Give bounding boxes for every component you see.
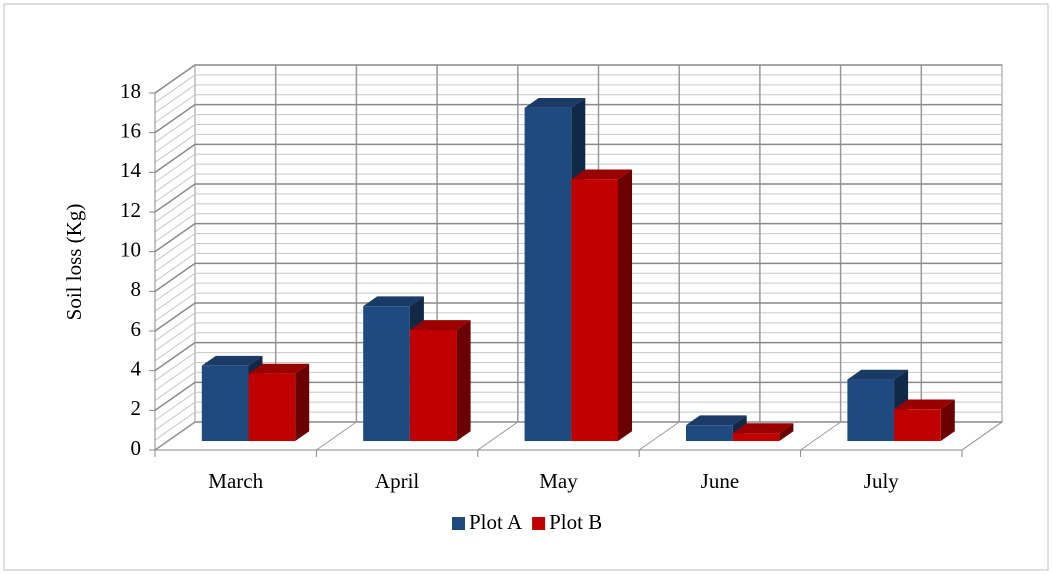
minor-grid-line [154, 124, 1002, 153]
bar [686, 425, 733, 442]
bar-top [524, 98, 586, 108]
minor-grid-line [154, 233, 1002, 262]
bar [409, 329, 457, 442]
legend-swatch [452, 517, 465, 530]
minor-grid-line [154, 163, 1002, 193]
y-axis-label: Soil loss (Kg) [62, 204, 86, 321]
bar-side [295, 363, 310, 442]
minor-grid-line [154, 203, 1002, 233]
grid-line [154, 64, 1002, 94]
minor-grid-line [154, 114, 1002, 143]
y-tick-label: 12 [120, 198, 141, 222]
minor-grid-line [154, 173, 1002, 203]
x-tick-label: April [375, 469, 419, 493]
bar-top [248, 363, 310, 374]
minor-grid-line [154, 282, 1002, 312]
minor-grid-line [154, 272, 1002, 302]
minor-grid-line [154, 133, 1002, 163]
floor-line [638, 421, 680, 451]
bar-top [363, 296, 424, 307]
minor-grid-line [154, 252, 1002, 282]
floor-line [477, 421, 519, 451]
minor-grid-line [154, 312, 1002, 342]
y-tick-label: 8 [131, 277, 142, 301]
floor-line [800, 421, 841, 451]
bar [571, 179, 618, 442]
grid-line [154, 222, 1002, 253]
y-tick-label: 4 [131, 356, 142, 380]
minor-grid-line [154, 332, 1002, 362]
bar [732, 433, 780, 442]
x-tick-label: March [208, 469, 263, 493]
minor-grid-line [154, 411, 1002, 441]
minor-grid-line [154, 352, 1002, 381]
minor-grid-line [154, 292, 1002, 322]
bar-top [847, 369, 909, 380]
y-tick-label: 16 [120, 118, 141, 142]
minor-grid-line [154, 391, 1002, 421]
grid-line [154, 381, 1002, 411]
minor-grid-line [154, 213, 1002, 243]
minor-grid-line [154, 362, 1002, 391]
y-tick-label: 6 [131, 317, 142, 341]
minor-grid-line [154, 243, 1002, 272]
x-tick-label: May [539, 469, 578, 493]
x-tick-label: June [701, 469, 740, 493]
minor-grid-line [154, 153, 1002, 183]
minor-grid-line [154, 371, 1002, 401]
bar [201, 365, 249, 442]
minor-grid-line [154, 84, 1002, 114]
y-tick-label: 14 [120, 158, 142, 182]
bar-top [732, 423, 794, 434]
bar-side [618, 169, 632, 442]
bar [363, 306, 410, 442]
bar-side [456, 320, 471, 442]
bar-top [409, 320, 471, 330]
bar [248, 373, 296, 442]
minor-grid-line [154, 193, 1002, 223]
bar [524, 107, 572, 442]
grid-line [154, 302, 1002, 332]
bar [894, 409, 941, 442]
bar [847, 379, 895, 442]
bar-top [571, 169, 632, 180]
grid-line [154, 262, 1002, 292]
grid-line [154, 103, 1002, 134]
bar-top [201, 355, 263, 366]
minor-grid-line [154, 322, 1002, 352]
floor-line [154, 421, 196, 451]
bar-top [686, 415, 747, 426]
minor-grid-line [154, 94, 1002, 124]
y-tick-label: 0 [131, 436, 142, 460]
floor-line [316, 421, 357, 451]
legend-label: Plot B [549, 510, 602, 534]
y-tick-label: 2 [131, 396, 142, 420]
bar-side [779, 423, 794, 442]
y-tick-label: 18 [120, 79, 141, 103]
floor-line [961, 421, 1003, 451]
legend-swatch [532, 517, 546, 530]
legend-label: Plot A [469, 510, 523, 534]
minor-grid-line [154, 74, 1002, 104]
bar-side [940, 399, 955, 442]
y-tick-label: 10 [120, 237, 141, 261]
minor-grid-line [154, 401, 1002, 431]
bar-top [894, 399, 955, 410]
grid-line [154, 143, 1002, 173]
grid-line [154, 341, 1002, 372]
x-tick-label: July [864, 469, 900, 493]
grid-line [154, 183, 1002, 213]
